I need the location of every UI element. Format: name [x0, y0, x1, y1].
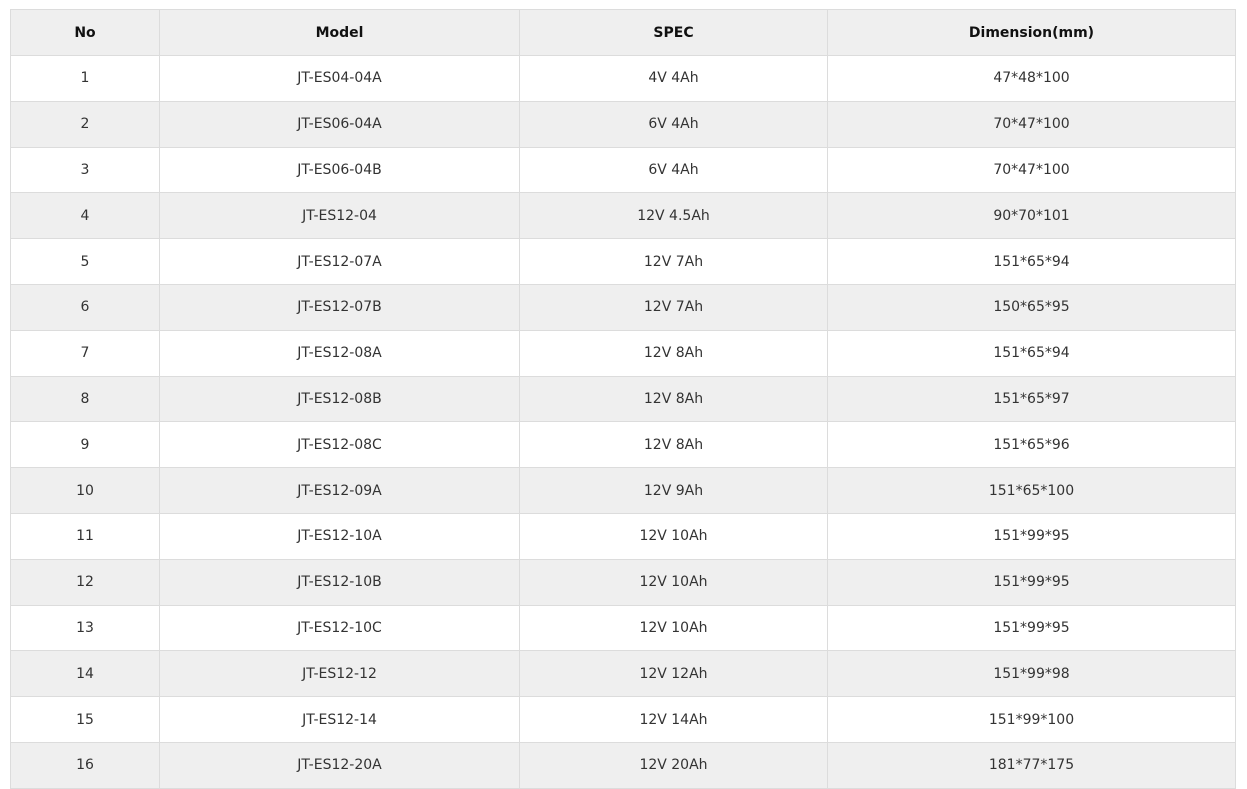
table-body: 1 JT-ES04-04A 4V 4Ah 47*48*100 2 JT-ES06-04A 6… — [10, 55, 1236, 789]
header-model: Model — [159, 9, 520, 56]
cell-no: 8 — [10, 375, 160, 423]
cell-spec: 12V 4.5Ah — [519, 192, 828, 240]
cell-spec: 12V 14Ah — [519, 696, 828, 743]
cell-no: 3 — [10, 146, 160, 194]
cell-spec: 12V 7Ah — [519, 283, 828, 331]
table-row: 4 JT-ES12-04 12V 4.5Ah 90*70*101 — [10, 192, 1236, 240]
cell-spec: 4V 4Ah — [519, 55, 828, 102]
cell-model: JT-ES12-08B — [159, 375, 520, 423]
cell-dimension: 151*99*100 — [827, 696, 1236, 743]
cell-no: 13 — [10, 604, 160, 652]
cell-dimension: 70*47*100 — [827, 146, 1236, 194]
cell-model: JT-ES12-12 — [159, 650, 520, 698]
cell-model: JT-ES12-08C — [159, 421, 520, 469]
table-row: 13 JT-ES12-10C 12V 10Ah 151*99*95 — [10, 604, 1236, 652]
table-row: 6 JT-ES12-07B 12V 7Ah 150*65*95 — [10, 283, 1236, 331]
cell-spec: 12V 7Ah — [519, 238, 828, 285]
cell-spec: 12V 8Ah — [519, 421, 828, 469]
cell-spec: 12V 20Ah — [519, 741, 828, 789]
cell-model: JT-ES06-04A — [159, 100, 520, 148]
cell-spec: 12V 10Ah — [519, 558, 828, 606]
header-spec: SPEC — [519, 9, 828, 56]
cell-no: 6 — [10, 283, 160, 331]
cell-spec: 6V 4Ah — [519, 100, 828, 148]
cell-model: JT-ES04-04A — [159, 55, 520, 102]
cell-dimension: 151*99*95 — [827, 512, 1236, 560]
cell-no: 4 — [10, 192, 160, 240]
table-row: 1 JT-ES04-04A 4V 4Ah 47*48*100 — [10, 55, 1236, 102]
cell-model: JT-ES06-04B — [159, 146, 520, 194]
cell-dimension: 151*65*94 — [827, 238, 1236, 285]
cell-no: 9 — [10, 421, 160, 469]
cell-model: JT-ES12-04 — [159, 192, 520, 240]
table-row: 14 JT-ES12-12 12V 12Ah 151*99*98 — [10, 650, 1236, 698]
cell-no: 12 — [10, 558, 160, 606]
cell-dimension: 47*48*100 — [827, 55, 1236, 102]
cell-dimension: 151*99*95 — [827, 558, 1236, 606]
cell-no: 16 — [10, 741, 160, 789]
table-row: 7 JT-ES12-08A 12V 8Ah 151*65*94 — [10, 329, 1236, 377]
table-row: 15 JT-ES12-14 12V 14Ah 151*99*100 — [10, 696, 1236, 743]
cell-no: 1 — [10, 55, 160, 102]
cell-dimension: 151*99*95 — [827, 604, 1236, 652]
cell-dimension: 151*65*97 — [827, 375, 1236, 423]
cell-dimension: 151*99*98 — [827, 650, 1236, 698]
cell-spec: 12V 10Ah — [519, 604, 828, 652]
table-row: 3 JT-ES06-04B 6V 4Ah 70*47*100 — [10, 146, 1236, 194]
cell-spec: 12V 12Ah — [519, 650, 828, 698]
cell-dimension: 70*47*100 — [827, 100, 1236, 148]
cell-model: JT-ES12-07A — [159, 238, 520, 285]
cell-dimension: 181*77*175 — [827, 741, 1236, 789]
cell-model: JT-ES12-20A — [159, 741, 520, 789]
cell-spec: 12V 10Ah — [519, 512, 828, 560]
cell-no: 5 — [10, 238, 160, 285]
table-row: 10 JT-ES12-09A 12V 9Ah 151*65*100 — [10, 467, 1236, 514]
table-row: 11 JT-ES12-10A 12V 10Ah 151*99*95 — [10, 512, 1236, 560]
cell-spec: 12V 9Ah — [519, 467, 828, 514]
cell-dimension: 150*65*95 — [827, 283, 1236, 331]
battery-spec-table: No Model SPEC Dimension(mm) 1 JT-ES04-04A… — [10, 9, 1236, 789]
table-row: 5 JT-ES12-07A 12V 7Ah 151*65*94 — [10, 238, 1236, 285]
cell-no: 10 — [10, 467, 160, 514]
cell-no: 15 — [10, 696, 160, 743]
cell-dimension: 151*65*100 — [827, 467, 1236, 514]
cell-model: JT-ES12-14 — [159, 696, 520, 743]
table-row: 12 JT-ES12-10B 12V 10Ah 151*99*95 — [10, 558, 1236, 606]
cell-no: 11 — [10, 512, 160, 560]
cell-spec: 12V 8Ah — [519, 329, 828, 377]
cell-model: JT-ES12-09A — [159, 467, 520, 514]
cell-model: JT-ES12-08A — [159, 329, 520, 377]
cell-no: 7 — [10, 329, 160, 377]
cell-no: 2 — [10, 100, 160, 148]
cell-model: JT-ES12-10C — [159, 604, 520, 652]
cell-spec: 12V 8Ah — [519, 375, 828, 423]
cell-model: JT-ES12-07B — [159, 283, 520, 331]
table-row: 16 JT-ES12-20A 12V 20Ah 181*77*175 — [10, 741, 1236, 789]
cell-dimension: 151*65*94 — [827, 329, 1236, 377]
cell-dimension: 90*70*101 — [827, 192, 1236, 240]
cell-dimension: 151*65*96 — [827, 421, 1236, 469]
table-row: 9 JT-ES12-08C 12V 8Ah 151*65*96 — [10, 421, 1236, 469]
header-dimension: Dimension(mm) — [827, 9, 1236, 56]
cell-model: JT-ES12-10B — [159, 558, 520, 606]
cell-model: JT-ES12-10A — [159, 512, 520, 560]
header-no: No — [10, 9, 160, 56]
table-row: 8 JT-ES12-08B 12V 8Ah 151*65*97 — [10, 375, 1236, 423]
cell-no: 14 — [10, 650, 160, 698]
cell-spec: 6V 4Ah — [519, 146, 828, 194]
header-row: No Model SPEC Dimension(mm) — [10, 9, 1236, 56]
table-row: 2 JT-ES06-04A 6V 4Ah 70*47*100 — [10, 100, 1236, 148]
